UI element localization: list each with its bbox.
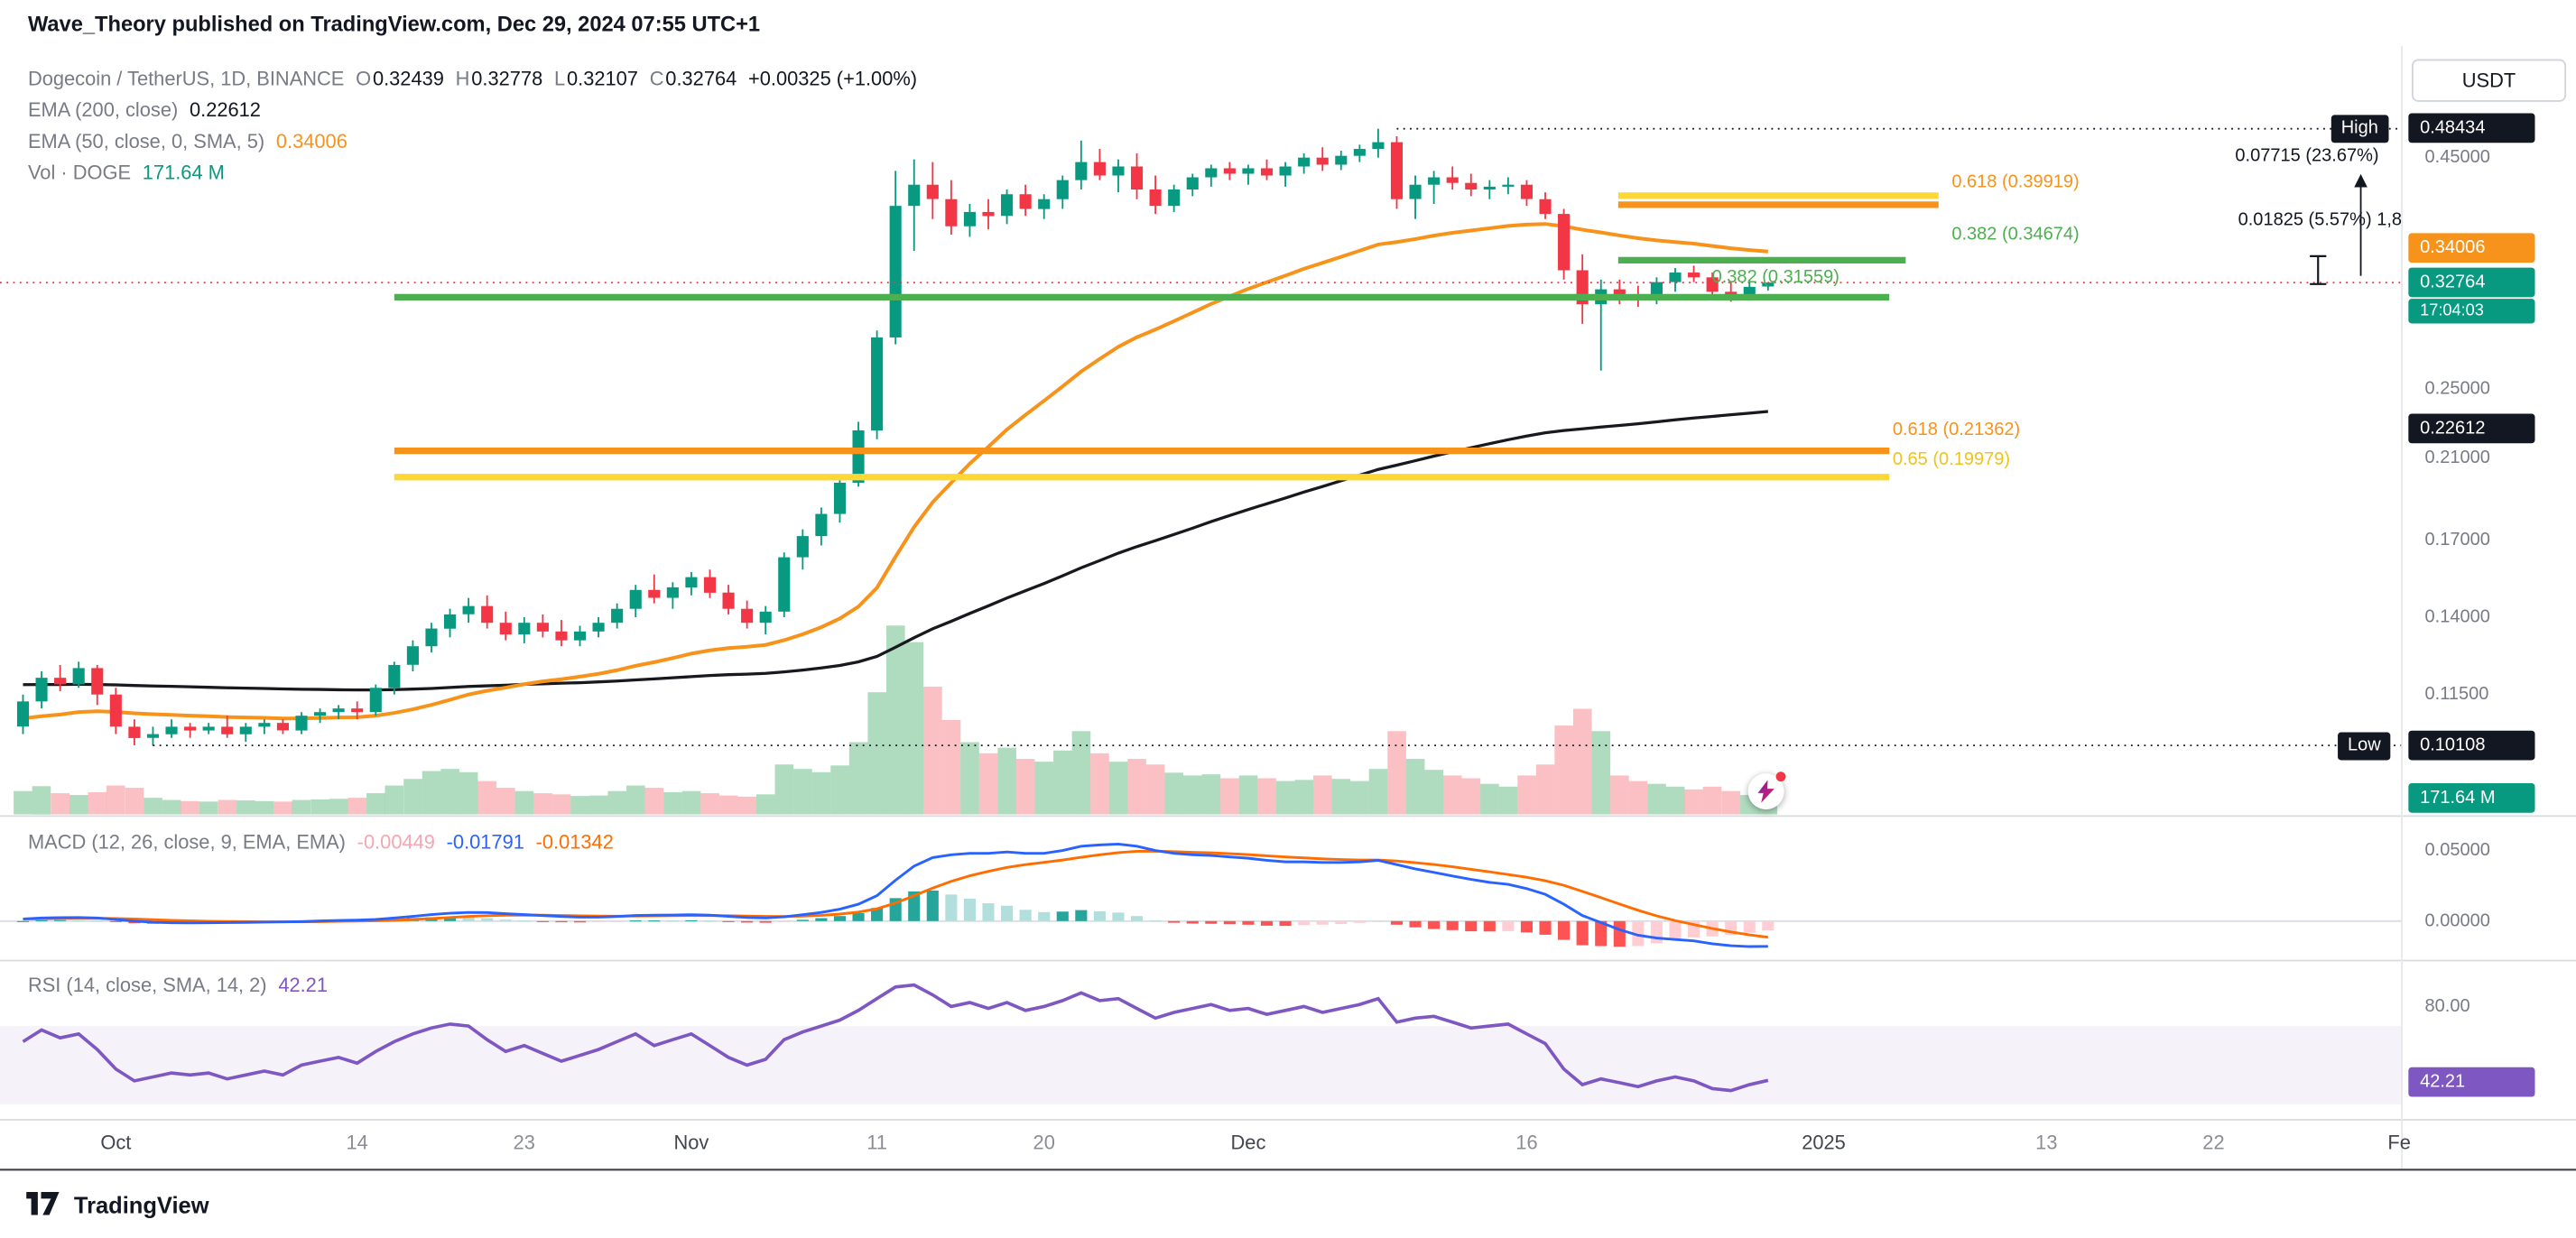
high-value-badge: 0.48434 [2408, 114, 2535, 143]
countdown-badge: 17:04:03 [2408, 299, 2535, 324]
macd-line [23, 843, 1768, 948]
ema200-legend[interactable]: EMA (200, close) 0.22612 [27, 98, 261, 122]
range-annotation-upper: 0.07715 (23.67%) [2235, 145, 2379, 166]
footer: TradingView [0, 1170, 2576, 1238]
publish-line: Wave_Theory published on TradingView.com… [27, 10, 761, 36]
time-axis-label: 23 [513, 1131, 535, 1155]
macd-signal-value: -0.01342 [535, 830, 614, 855]
time-axis-label: Dec [1230, 1131, 1266, 1155]
ohlc-high: H 0.32778 [455, 67, 543, 91]
macd-tick-label: 0.00000 [2424, 910, 2490, 931]
ema50-price-badge: 0.34006 [2408, 233, 2535, 263]
volume-badge: 171.64 M [2408, 782, 2535, 813]
fib-level-label: 0.618 (0.21362) [1892, 420, 2021, 440]
time-axis-label: 16 [1515, 1131, 1538, 1155]
ema200-price-badge: 0.22612 [2408, 413, 2535, 444]
time-axis-label: Oct [100, 1131, 132, 1155]
price-tick-label: 0.21000 [2424, 448, 2490, 467]
high-label-chip: High [2330, 115, 2388, 143]
price-tick-label: 0.11500 [2424, 684, 2489, 705]
symbol-title[interactable]: Dogecoin / TetherUS, 1D, BINANCE [27, 67, 345, 91]
ema50-legend[interactable]: EMA (50, close, 0, SMA, 5) 0.34006 [27, 129, 347, 153]
macd-line-value: -0.01791 [446, 830, 524, 855]
time-axis-label: 2025 [1802, 1131, 1846, 1155]
macd-tick-label: 0.05000 [2424, 840, 2490, 861]
ohlc-close: C 0.32764 [649, 67, 737, 91]
ema50-line [23, 222, 1769, 721]
volume-legend[interactable]: Vol · DOGE 171.64 M [27, 161, 225, 184]
ohlc-change: +0.00325 (+1.00%) [748, 67, 918, 91]
rsi-value-badge: 42.21 [2408, 1067, 2535, 1097]
low-label-chip: Low [2338, 732, 2391, 761]
macd-legend[interactable]: MACD (12, 26, close, 9, EMA, EMA) -0.004… [27, 830, 614, 855]
ohlc-low: L 0.32107 [553, 67, 638, 91]
range-annotation-lower: 0.01825 (5.57%) 1,8 [2238, 209, 2403, 230]
symbol-legend[interactable]: Dogecoin / TetherUS, 1D, BINANCE O 0.3243… [28, 66, 917, 92]
fib-level-label: 0.618 (0.39919) [1951, 172, 2080, 192]
price-tick-label: 0.25000 [2424, 379, 2490, 399]
rsi-tick-label: 80.00 [2424, 996, 2470, 1017]
fib-level-label: 0.382 (0.31559) [1711, 267, 1839, 288]
last-price-badge: 0.32764 [2408, 267, 2535, 298]
lightning-bolt-icon [1757, 780, 1774, 803]
price-tick-label: 0.14000 [2424, 607, 2490, 627]
time-axis-label: 13 [2035, 1131, 2058, 1155]
time-axis-label: 20 [1033, 1131, 1055, 1155]
time-axis-label: Nov [673, 1131, 709, 1155]
fib-level-label: 0.382 (0.34674) [1951, 225, 2080, 245]
price-tick-label: 0.45000 [2424, 147, 2490, 168]
fib-level-label: 0.65 (0.19979) [1892, 449, 2011, 470]
rsi-line [22, 983, 1769, 1093]
tradingview-wordmark[interactable]: TradingView [73, 1191, 209, 1218]
publish-header: Wave_Theory published on TradingView.com… [0, 0, 2576, 46]
macd-histogram-value: -0.00449 [357, 830, 435, 855]
rsi-legend[interactable]: RSI (14, close, SMA, 14, 2) 42.21 [27, 974, 328, 997]
time-axis-label: 11 [866, 1131, 887, 1155]
time-axis-label: Fe [2387, 1131, 2411, 1155]
time-axis-label: 14 [346, 1131, 368, 1155]
ema200-line [23, 410, 1768, 692]
time-axis-label: 22 [2202, 1131, 2225, 1155]
ohlc-open: O 0.32439 [356, 67, 444, 91]
tradingview-logo-icon[interactable] [26, 1192, 62, 1216]
price-tick-label: 0.17000 [2424, 531, 2490, 551]
low-value-badge: 0.10108 [2408, 730, 2535, 761]
currency-toggle-button[interactable]: USDT [2411, 59, 2567, 102]
reaction-lightning-icon[interactable] [1747, 771, 1786, 810]
rsi-value: 42.21 [278, 974, 328, 997]
